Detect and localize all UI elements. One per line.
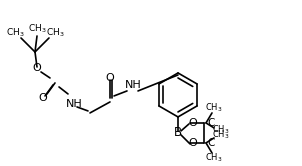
Text: O: O xyxy=(33,63,41,73)
Text: NH: NH xyxy=(125,80,141,90)
Text: CH$_3$: CH$_3$ xyxy=(205,102,223,114)
Text: CH$_3$: CH$_3$ xyxy=(46,27,64,39)
Text: CH$_3$: CH$_3$ xyxy=(28,23,46,35)
Text: O: O xyxy=(39,93,47,103)
Text: CH$_3$: CH$_3$ xyxy=(212,129,230,141)
Text: NH: NH xyxy=(66,99,82,109)
Text: O: O xyxy=(189,118,198,128)
Text: CH$_3$: CH$_3$ xyxy=(212,124,230,136)
Text: O: O xyxy=(106,73,114,83)
Text: C: C xyxy=(207,118,215,128)
Text: C: C xyxy=(207,138,215,148)
Text: O: O xyxy=(189,138,198,148)
Text: CH$_3$: CH$_3$ xyxy=(205,152,223,164)
Text: CH$_3$: CH$_3$ xyxy=(6,27,24,39)
Text: B: B xyxy=(174,126,182,139)
